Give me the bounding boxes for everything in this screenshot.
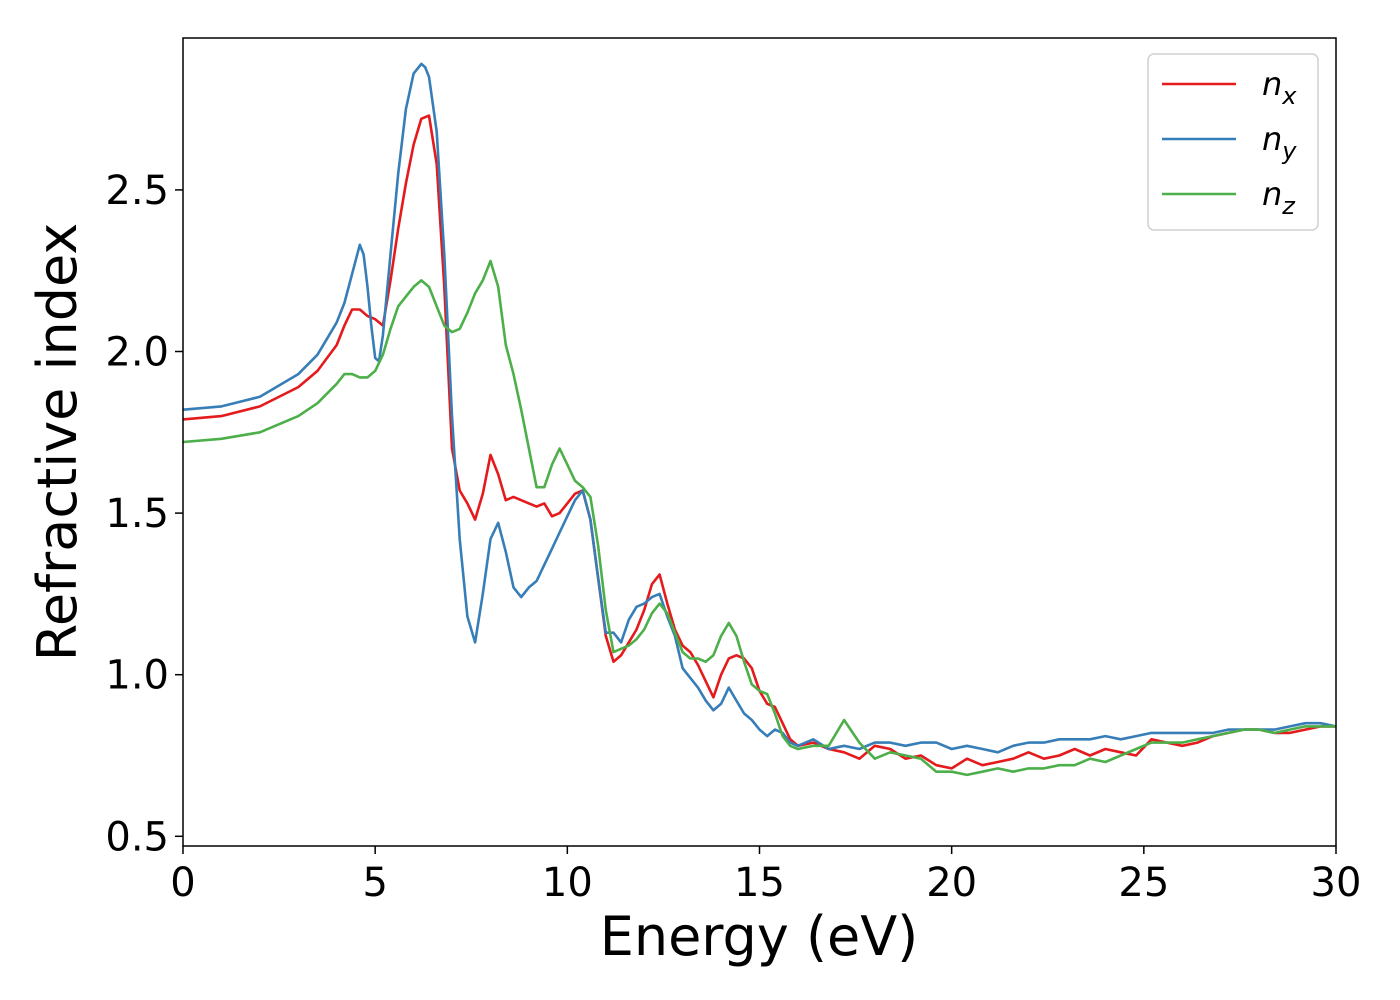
y-tick-label: 1.0 [105, 653, 169, 699]
legend-item-ny: ny [1162, 120, 1297, 165]
series-lines [183, 62, 1336, 777]
y-tick-label: 2.5 [105, 168, 169, 214]
x-tick-label: 10 [542, 860, 593, 906]
x-tick-label: 20 [926, 860, 977, 906]
x-tick-label: 5 [362, 860, 387, 906]
y-axis-label: Refractive index [26, 223, 89, 662]
x-tick-label: 30 [1311, 860, 1362, 906]
legend-box [1147, 53, 1319, 231]
legend-label: nz [1262, 175, 1296, 220]
x-tick-label: 25 [1118, 860, 1169, 906]
x-axis-label: Energy (eV) [600, 905, 919, 968]
y-tick-label: 2.0 [105, 330, 169, 376]
y-tick-label: 0.5 [105, 814, 169, 860]
y-tick-label: 1.5 [105, 491, 169, 537]
axis-ticks: 0 5 10 15 20 25 30 0.5 1.0 1.5 2.0 2.5 [105, 168, 1361, 906]
legend: nx ny nz [1147, 53, 1319, 231]
x-tick-label: 0 [170, 860, 195, 906]
plot-area [183, 62, 1336, 777]
legend-label: ny [1262, 120, 1297, 165]
legend-item-nx: nx [1162, 65, 1297, 110]
series-line-nz [183, 259, 1336, 777]
series-line-nx [183, 114, 1336, 770]
legend-label: nx [1262, 65, 1297, 110]
legend-item-nz: nz [1162, 175, 1296, 220]
x-tick-label: 15 [734, 860, 785, 906]
